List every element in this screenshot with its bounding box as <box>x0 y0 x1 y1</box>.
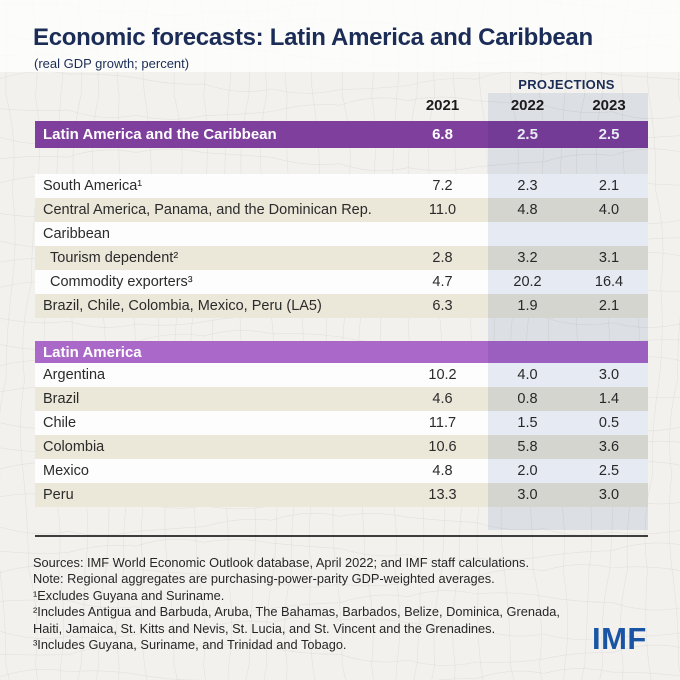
row-label: Argentina <box>43 367 106 383</box>
row-mexico: Mexico 4.8 2.0 2.5 <box>35 459 648 483</box>
column-header-2022: 2022 <box>510 97 545 114</box>
value-2023: 2.5 <box>598 463 620 479</box>
value-2022: 1.5 <box>517 415 538 431</box>
row-label: Commodity exporters³ <box>50 274 193 290</box>
footnote-2-line-2: Haiti, Jamaica, St. Kitts and Nevis, St.… <box>33 620 496 636</box>
header-background <box>0 0 680 72</box>
value-2023: 1.4 <box>598 391 620 407</box>
column-header-2021: 2021 <box>425 97 460 114</box>
value-2022: 20.2 <box>513 274 542 290</box>
page-title: Economic forecasts: Latin America and Ca… <box>33 24 593 51</box>
row-label: Mexico <box>43 463 89 479</box>
value-2023: 2.1 <box>598 178 620 194</box>
value-2022: 3.2 <box>517 250 538 266</box>
row-label: Caribbean <box>43 226 110 242</box>
value-2022: 4.0 <box>517 367 538 383</box>
table-region-aggregates: Latin America and the Caribbean 6.8 2.5 … <box>35 121 648 318</box>
imf-logo: IMF <box>592 621 647 656</box>
value-2023: 16.4 <box>594 274 624 290</box>
value-2023: 0.5 <box>598 415 620 431</box>
section-header-latin-america-and-caribbean: Latin America and the Caribbean 6.8 2.5 … <box>35 121 648 148</box>
footnote-2-line-1: ²Includes Antigua and Barbuda, Aruba, Th… <box>33 604 560 620</box>
value-2022: 3.0 <box>517 487 538 503</box>
section-header-label: Latin America and the Caribbean <box>43 126 277 143</box>
value-2021: 10.6 <box>428 439 457 455</box>
column-headers: 2021 2022 2023 <box>35 97 648 114</box>
row-label: Colombia <box>43 439 105 455</box>
value-2022: 2.5 <box>517 126 538 143</box>
section-header-label: Latin America <box>43 343 142 361</box>
row-label: Brazil <box>43 391 80 407</box>
value-2021: 10.2 <box>428 367 457 383</box>
value-2021: 2.8 <box>432 250 453 266</box>
row-peru: Peru 13.3 3.0 3.0 <box>35 483 648 507</box>
value-2022: 0.8 <box>517 391 538 407</box>
footnote-sources: Sources: IMF World Economic Outlook data… <box>33 555 529 570</box>
value-2023: 3.1 <box>598 250 620 266</box>
row-brazil: Brazil 4.6 0.8 1.4 <box>35 387 648 411</box>
row-label: South America¹ <box>43 178 143 194</box>
value-2021: 4.7 <box>432 274 453 290</box>
row-argentina: Argentina 10.2 4.0 3.0 <box>35 363 648 387</box>
value-2021: 11.7 <box>428 415 457 431</box>
footer-divider-line <box>35 535 648 537</box>
value-2023: 2.5 <box>598 126 620 143</box>
footnotes: Sources: IMF World Economic Outlook data… <box>33 555 623 653</box>
value-2021: 7.2 <box>432 178 453 194</box>
value-2023: 3.0 <box>598 367 620 383</box>
value-2022: 1.9 <box>517 298 538 314</box>
row-label: Peru <box>43 487 74 503</box>
section-header-latin-america: Latin America <box>35 341 648 363</box>
row-south-america: South America¹ 7.2 2.3 2.1 <box>35 174 648 198</box>
row-label: Brazil, Chile, Colombia, Mexico, Peru (L… <box>43 298 322 314</box>
value-2023: 4.0 <box>598 202 620 218</box>
value-2022: 2.0 <box>517 463 538 479</box>
value-2021: 6.8 <box>432 126 453 143</box>
value-2023: 3.6 <box>598 439 620 455</box>
value-2021: 11.0 <box>428 202 457 218</box>
value-2021: 13.3 <box>428 487 457 503</box>
spacer-cell <box>35 97 400 114</box>
page-subtitle: (real GDP growth; percent) <box>34 56 190 71</box>
row-chile: Chile 11.7 1.5 0.5 <box>35 411 648 435</box>
footnote-1: ¹Excludes Guyana and Suriname. <box>33 587 225 603</box>
value-2021: 4.6 <box>432 391 453 407</box>
value-2023: 3.0 <box>598 487 620 503</box>
value-2022: 5.8 <box>517 439 538 455</box>
row-tourism-dependent: Tourism dependent² 2.8 3.2 3.1 <box>35 246 648 270</box>
row-label: Tourism dependent² <box>50 250 179 266</box>
table-latin-america-countries: Latin America Argentina 10.2 4.0 3.0 Bra… <box>35 341 648 507</box>
row-label: Central America, Panama, and the Dominic… <box>43 202 372 218</box>
value-2023: 2.1 <box>598 298 620 314</box>
value-2022: 2.3 <box>517 178 538 194</box>
row-central-america: Central America, Panama, and the Dominic… <box>35 198 648 222</box>
footnote-3: ³Includes Guyana, Suriname, and Trinidad… <box>33 637 347 653</box>
projections-label: PROJECTIONS <box>518 77 615 92</box>
row-la5: Brazil, Chile, Colombia, Mexico, Peru (L… <box>35 294 648 318</box>
value-2021: 4.8 <box>432 463 453 479</box>
value-2022: 4.8 <box>517 202 538 218</box>
footnote-note: Note: Regional aggregates are purchasing… <box>33 571 495 587</box>
row-caribbean: Caribbean <box>35 222 648 246</box>
column-header-2023: 2023 <box>592 97 626 114</box>
table-gap <box>35 148 648 174</box>
row-colombia: Colombia 10.6 5.8 3.6 <box>35 435 648 459</box>
row-label: Chile <box>43 415 77 431</box>
row-commodity-exporters: Commodity exporters³ 4.7 20.2 16.4 <box>35 270 648 294</box>
value-2021: 6.3 <box>432 298 453 314</box>
